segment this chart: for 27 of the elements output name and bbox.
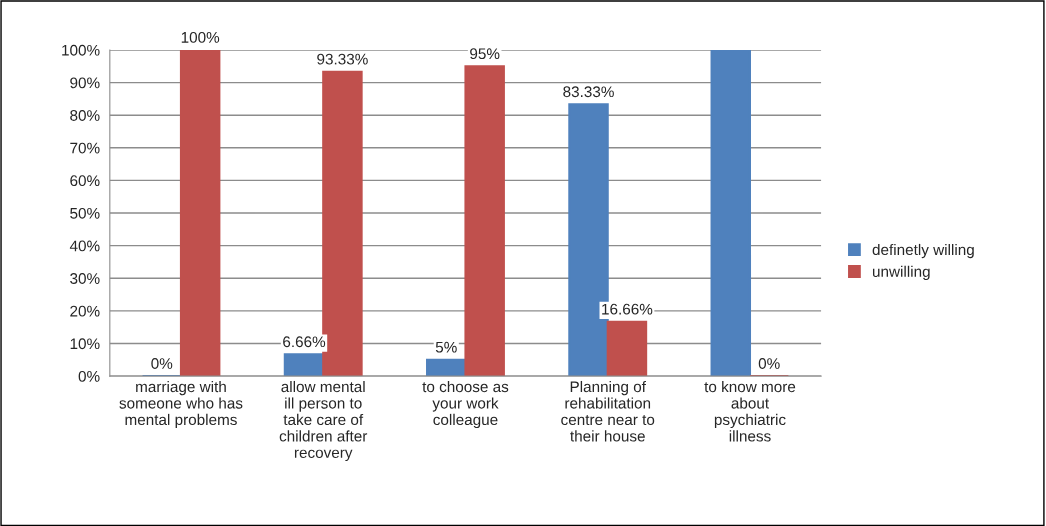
legend-label: unwilling	[873, 265, 930, 281]
data-label: 0%	[758, 358, 780, 369]
legend-label: definetly willing	[872, 243, 974, 259]
y-tick-label: 30%	[70, 273, 100, 284]
y-tick-label: 40%	[69, 240, 100, 252]
x-tick-label: to choose as your work colleague	[422, 380, 509, 429]
data-label: 16.66%	[602, 303, 653, 315]
y-tick-label: 70%	[70, 142, 100, 154]
x-tick-label: marriage with someone who has mental problems	[119, 380, 243, 429]
data-label: 6.66%	[283, 336, 326, 348]
y-tick-label: 0%	[78, 370, 100, 382]
data-label: 0%	[151, 358, 173, 369]
data-label: 95%	[470, 48, 500, 60]
y-tick-label: 50%	[70, 207, 100, 219]
data-label: 100%	[181, 31, 220, 43]
x-tick-label: Planning of rehabilitation centre near to their house	[561, 380, 655, 442]
x-tick-label: to know more about psychiatric illness	[704, 380, 796, 442]
y-tick-label: 60%	[70, 175, 100, 187]
data-label: 5%	[435, 341, 457, 353]
y-tick-label: 80%	[70, 110, 100, 121]
y-tick-label: 90%	[70, 77, 100, 89]
data-label: 83.33%	[563, 86, 614, 98]
data-label: 93.33%	[317, 53, 368, 65]
y-tick-label: 20%	[70, 305, 100, 317]
x-tick-label: allow mental ill person to take care of children after recovery	[279, 380, 368, 462]
y-tick-label: 100%	[62, 44, 100, 56]
y-tick-label: 10%	[70, 338, 100, 350]
